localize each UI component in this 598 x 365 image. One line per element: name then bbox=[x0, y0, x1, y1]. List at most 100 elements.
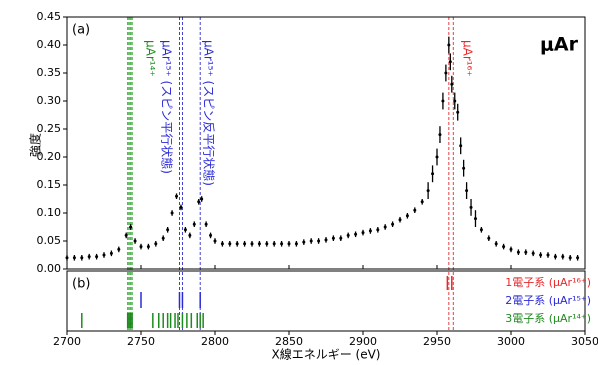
data-point bbox=[170, 211, 174, 215]
x-tick-label: 3000 bbox=[497, 335, 525, 348]
data-point bbox=[346, 233, 350, 237]
plot-frame bbox=[66, 16, 586, 270]
data-point bbox=[124, 233, 128, 237]
data-point bbox=[453, 99, 457, 103]
data-point bbox=[204, 222, 208, 226]
data-point bbox=[391, 222, 395, 226]
data-point bbox=[80, 256, 84, 260]
data-point bbox=[462, 166, 466, 170]
data-point bbox=[72, 256, 76, 260]
data-point bbox=[568, 256, 572, 260]
x-axis-label: X線エネルギー (eV) bbox=[272, 347, 381, 362]
data-point bbox=[197, 200, 201, 204]
badge: μAr bbox=[540, 34, 579, 56]
data-point bbox=[139, 245, 143, 249]
data-point bbox=[146, 245, 150, 249]
data-point bbox=[576, 256, 580, 260]
panel-label: (b) bbox=[72, 277, 90, 292]
y-tick-label: 0.45 bbox=[37, 10, 62, 23]
data-point bbox=[473, 217, 477, 221]
data-point bbox=[200, 197, 204, 201]
data-point bbox=[209, 233, 213, 237]
data-point bbox=[531, 251, 535, 255]
data-point bbox=[287, 242, 291, 246]
data-point bbox=[65, 256, 69, 260]
x-tick-label: 2950 bbox=[423, 335, 451, 348]
annotation: μAr¹⁵⁺ (スピン平行状態) bbox=[160, 40, 175, 174]
annotation: μAr¹⁵⁺ (スピン反平行状態) bbox=[202, 40, 217, 186]
x-tick-label: 3050 bbox=[571, 335, 598, 348]
data-point bbox=[188, 233, 192, 237]
x-tick-label: 2850 bbox=[275, 335, 303, 348]
data-point bbox=[102, 253, 106, 257]
legend-entry: 3電子系 (μAr¹⁴⁺) bbox=[505, 312, 591, 325]
data-point bbox=[354, 232, 358, 236]
data-point bbox=[192, 222, 196, 226]
data-point bbox=[265, 242, 269, 246]
data-point bbox=[420, 200, 424, 204]
y-tick-label: 0.20 bbox=[37, 150, 62, 163]
data-point bbox=[426, 189, 430, 193]
x-tick-label: 2700 bbox=[53, 335, 81, 348]
data-point bbox=[479, 228, 483, 232]
data-point bbox=[361, 231, 365, 235]
data-point bbox=[133, 239, 137, 243]
data-point bbox=[438, 133, 442, 137]
y-axis-label: 強度 bbox=[28, 133, 43, 157]
x-tick-label: 2750 bbox=[127, 335, 155, 348]
data-point bbox=[235, 242, 239, 246]
data-point bbox=[441, 99, 445, 103]
data-point bbox=[309, 239, 313, 243]
y-tick-label: 0.00 bbox=[37, 262, 62, 275]
data-point bbox=[398, 218, 402, 222]
data-point bbox=[494, 242, 498, 246]
y-tick-label: 0.30 bbox=[37, 94, 62, 107]
data-point bbox=[109, 251, 113, 255]
data-point bbox=[220, 242, 224, 246]
data-point bbox=[368, 229, 372, 233]
data-point bbox=[546, 253, 550, 257]
data-point bbox=[257, 242, 261, 246]
data-point bbox=[294, 242, 298, 246]
data-point bbox=[154, 242, 158, 246]
data-point bbox=[487, 236, 491, 240]
data-point bbox=[117, 247, 121, 251]
y-tick-label: 0.40 bbox=[37, 38, 62, 51]
legend-entry: 2電子系 (μAr¹⁵⁺) bbox=[505, 294, 591, 307]
data-point bbox=[317, 239, 321, 243]
data-point bbox=[175, 194, 179, 198]
data-point bbox=[524, 250, 528, 254]
data-point bbox=[383, 225, 387, 229]
data-point bbox=[87, 255, 91, 259]
data-point bbox=[447, 43, 451, 47]
data-point bbox=[553, 255, 557, 259]
data-point bbox=[324, 238, 328, 242]
data-point bbox=[516, 250, 520, 254]
data-point bbox=[272, 242, 276, 246]
data-point bbox=[539, 253, 543, 257]
data-point bbox=[448, 60, 452, 64]
data-point bbox=[250, 242, 254, 246]
data-point bbox=[179, 205, 183, 209]
data-point bbox=[302, 240, 306, 244]
data-point bbox=[376, 228, 380, 232]
y-tick-label: 0.15 bbox=[37, 178, 62, 191]
annotation: μAr¹⁴⁺ bbox=[144, 40, 158, 77]
data-point bbox=[456, 110, 460, 114]
data-point bbox=[413, 208, 417, 212]
data-point bbox=[450, 82, 454, 86]
plot-frame bbox=[66, 270, 586, 332]
y-tick-label: 0.10 bbox=[37, 206, 62, 219]
data-point bbox=[431, 172, 435, 176]
data-point bbox=[405, 214, 409, 218]
y-tick-label: 0.05 bbox=[37, 234, 62, 247]
data-point bbox=[280, 242, 284, 246]
data-point bbox=[228, 242, 232, 246]
data-point bbox=[435, 155, 439, 159]
data-point bbox=[183, 228, 187, 232]
data-point bbox=[166, 228, 170, 232]
data-point bbox=[161, 236, 165, 240]
data-point bbox=[465, 189, 469, 193]
